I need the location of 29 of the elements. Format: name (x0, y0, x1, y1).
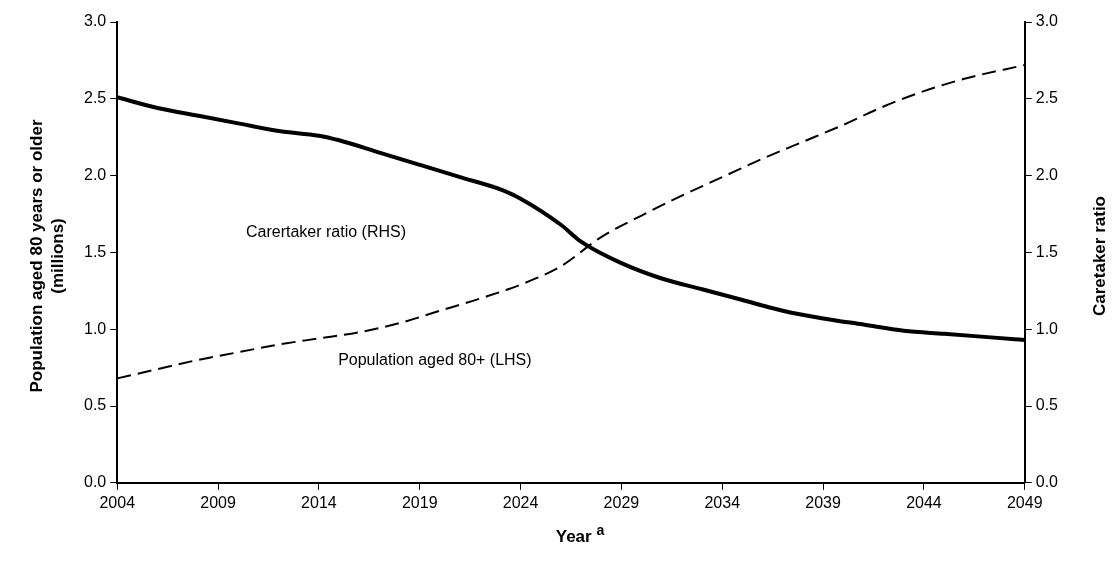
x-tick-label: 2039 (805, 493, 841, 511)
y-tick-label: 0.5 (83, 396, 107, 414)
y2-tick-label: 2.0 (1035, 166, 1059, 184)
y-tick-label: 1.0 (83, 319, 107, 337)
y-tick-label: 3.0 (83, 12, 107, 30)
y2-tick-label: 0.0 (1035, 473, 1059, 491)
x-tick-label: 2004 (99, 493, 136, 511)
y2-tick-label: 2.5 (1035, 89, 1059, 107)
x-tick-label: 2049 (1006, 493, 1043, 511)
y2-tick-label: 1.5 (1035, 242, 1059, 260)
x-axis-title: Year $^{a}$ (555, 522, 605, 547)
y-tick-label: 1.5 (83, 242, 107, 260)
x-tick-label: 2019 (401, 493, 438, 511)
y2-tick-label: 1.0 (1035, 319, 1059, 337)
y2-tick-label: 3.0 (1035, 12, 1059, 30)
y-axis-title: Population aged 80 years or older (millions) (26, 118, 68, 395)
x-tick-label: 2044 (906, 493, 942, 511)
x-tick-label: 2014 (301, 493, 337, 511)
x-tick-label: 2024 (502, 493, 539, 511)
x-tick-label: 2034 (704, 493, 741, 511)
annotation: Population aged 80+ (LHS) (338, 351, 532, 369)
x-tick-label: 2029 (603, 493, 640, 511)
y-tick-label: 2.0 (83, 166, 107, 184)
y-tick-label: 0.0 (83, 473, 107, 491)
y2-axis-title: Caretaker ratio (1090, 195, 1110, 317)
y2-tick-label: 0.5 (1035, 396, 1059, 414)
x-tick-label: 2009 (200, 493, 236, 511)
y-tick-label: 2.5 (83, 89, 107, 107)
annotation: Carertaker ratio (RHS) (245, 222, 406, 240)
